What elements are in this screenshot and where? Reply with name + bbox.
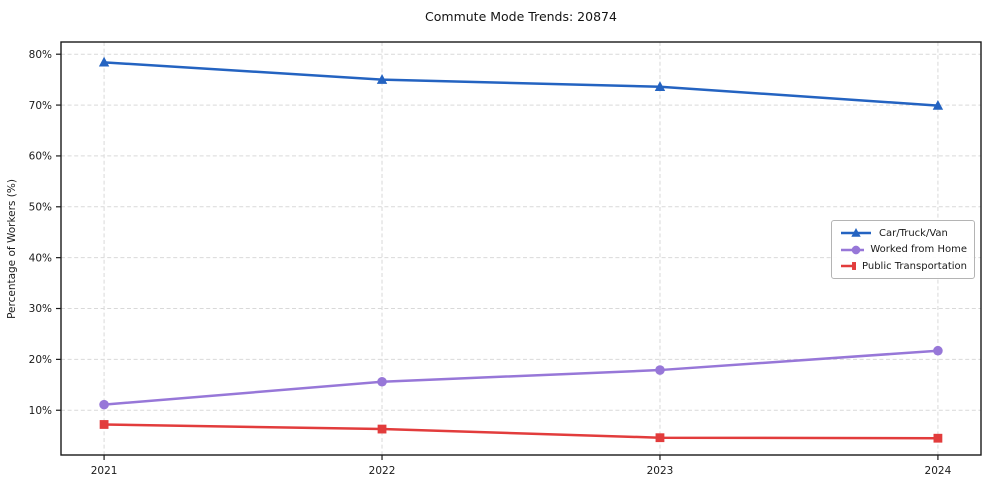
data-point-marker (852, 262, 857, 270)
data-point-marker (851, 245, 861, 254)
legend-marker-square-icon (841, 262, 857, 270)
legend-label: Public Transportation (862, 260, 967, 272)
legend-marker-triangle-icon (841, 227, 871, 237)
y-tick-label: 30% (29, 303, 52, 315)
data-point-marker (655, 365, 665, 375)
series-line-worked-from-home (102, 349, 940, 406)
series-line-public-transportation (102, 423, 940, 440)
x-tick-label: 2021 (91, 465, 118, 477)
x-tick-label: 2023 (647, 465, 674, 477)
legend-item-car-truck-van: Car/Truck/Van (839, 226, 967, 241)
y-tick-label: 50% (29, 201, 52, 213)
data-point-marker (99, 399, 109, 410)
y-tick-label: 40% (29, 252, 52, 264)
data-point-marker (98, 56, 110, 67)
x-tick-label: 2024 (925, 465, 952, 477)
legend-label: Worked from Home (870, 244, 967, 255)
data-point-marker (376, 74, 388, 84)
x-tick-label: 2022 (369, 465, 396, 477)
y-axis-label: Percentage of Workers (%) (6, 179, 18, 319)
legend-label: Car/Truck/Van (879, 227, 948, 239)
data-point-marker (654, 81, 666, 91)
y-tick-label: 70% (29, 100, 52, 112)
y-tick-label: 80% (29, 49, 52, 61)
legend-item-public-transportation: Public Transportation (839, 259, 967, 274)
data-point-marker (377, 424, 387, 434)
data-point-marker (932, 99, 944, 110)
legend-item-worked-from-home: Worked from Home (839, 242, 967, 257)
y-tick-label: 10% (29, 405, 52, 417)
y-tick-label: 60% (29, 151, 52, 163)
y-tick-label: 20% (29, 354, 52, 366)
plot-border (60, 41, 982, 456)
data-point-marker (377, 376, 387, 387)
legend: Car/Truck/Van Worked from Home Public Tr… (831, 220, 975, 279)
data-point-marker (933, 433, 943, 443)
data-point-marker (933, 345, 943, 356)
data-point-marker (851, 227, 861, 237)
chart-title: Commute Mode Trends: 20874 (425, 9, 617, 24)
legend-marker-circle-icon (841, 245, 865, 254)
series-line-car-truck-van (102, 61, 940, 107)
data-point-marker (99, 420, 109, 429)
data-point-marker (655, 433, 665, 443)
